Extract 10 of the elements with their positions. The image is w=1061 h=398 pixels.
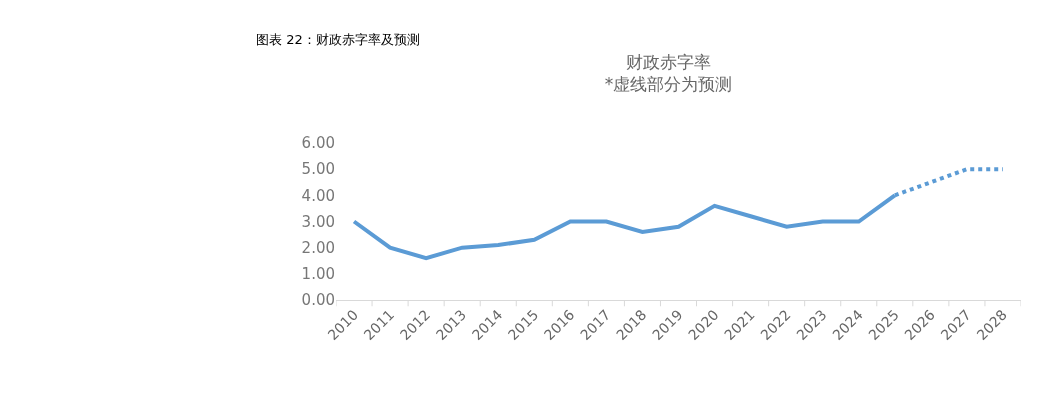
text: 图表 22：财政赤字率及预测 xyxy=(256,32,420,47)
y-tick-label: 2.00 xyxy=(301,238,335,257)
y-tick-label: 6.00 xyxy=(301,134,335,153)
y-tick-label: 3.00 xyxy=(301,212,335,231)
chart-title: 财政赤字率 xyxy=(625,51,711,72)
y-tick-label: 5.00 xyxy=(301,160,335,179)
y-tick-label: 4.00 xyxy=(301,186,335,205)
y-tick-label: 1.00 xyxy=(301,265,335,284)
chart-subtitle: *虚线部分为预测 xyxy=(604,73,733,94)
y-tick-label: 0.00 xyxy=(301,291,335,310)
